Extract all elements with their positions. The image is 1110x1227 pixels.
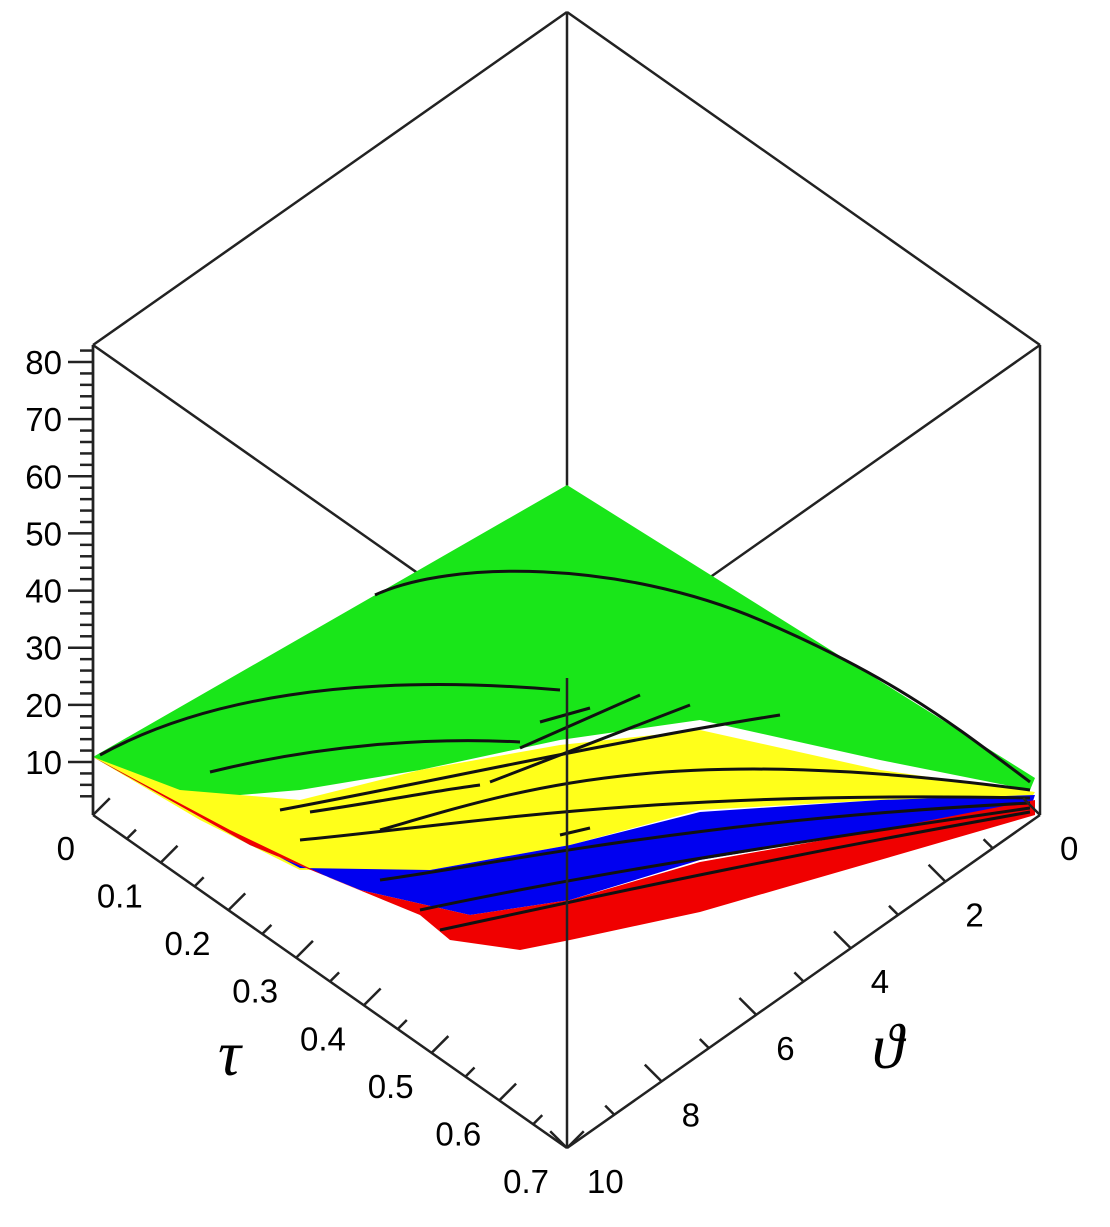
mesh-line	[539, 706, 591, 724]
theta-tick-label: 4	[871, 963, 889, 1000]
tau-minor-tick	[193, 876, 205, 888]
frame-edge	[566, 10, 1041, 347]
mesh-line	[419, 806, 1031, 912]
tau-minor-tick	[464, 1066, 476, 1078]
mesh-line	[279, 713, 781, 812]
theta-major-tick	[738, 997, 758, 1016]
mesh-line	[374, 569, 1031, 784]
surfaces	[93, 485, 1035, 950]
tau-tick-label: 0	[57, 830, 75, 867]
mesh-line	[559, 826, 591, 837]
theta-major-tick	[927, 863, 947, 883]
theta-tick-label: 10	[587, 1163, 624, 1200]
tau-major-tick	[362, 987, 382, 1007]
surface-yellow	[93, 730, 1035, 870]
tau-axis-label: τ	[218, 1018, 243, 1089]
theta-tick-label: 2	[965, 897, 983, 934]
mesh-line	[519, 693, 641, 750]
z-tick-label: 20	[25, 687, 62, 724]
tau-minor-tick	[329, 971, 340, 983]
theta-axis-label: ϑ	[872, 1011, 907, 1082]
tau-tick-label: 0.1	[97, 878, 143, 915]
theta-tick-label: 0	[1060, 830, 1078, 867]
z-tick-label: 10	[25, 744, 62, 781]
surface-blue	[93, 757, 1035, 915]
mesh-line	[379, 767, 1031, 832]
theta-major-tick	[833, 930, 852, 950]
tau-major-tick	[227, 892, 247, 912]
tau-major-tick	[295, 940, 314, 959]
mesh-line	[99, 683, 561, 757]
theta-major-tick	[643, 1063, 663, 1083]
tau-minor-tick	[261, 923, 273, 935]
mesh-line	[489, 703, 691, 784]
tau-tick-label: 0.2	[165, 925, 211, 962]
z-tick-label: 80	[25, 344, 62, 381]
theta-minor-tick	[604, 1104, 616, 1116]
z-axis-ticks: 10 20 30 40 50 60 70 80	[25, 344, 93, 798]
mesh-line	[209, 739, 521, 774]
theta-minor-tick	[793, 971, 805, 983]
z-tick-label: 30	[25, 630, 62, 667]
z-tick-label: 40	[25, 573, 62, 610]
tau-tick-label: 0.4	[300, 1020, 346, 1057]
tau-tick-label: 0.5	[368, 1068, 414, 1105]
mesh-line	[379, 801, 1031, 882]
tau-axis-ticks: 0 0.1 0.2 0.3 0.4 0.5 0.6 0.7	[57, 797, 585, 1200]
tau-minor-tick	[396, 1019, 408, 1030]
mesh-line	[309, 783, 481, 814]
surface-green	[93, 485, 1035, 800]
theta-tick-label: 8	[682, 1096, 700, 1133]
theta-minor-tick	[982, 838, 994, 850]
theta-major-tick	[549, 1130, 568, 1149]
tau-tick-label: 0.6	[435, 1115, 481, 1152]
frame-edge	[92, 10, 568, 347]
theta-axis-ticks: 0 2 4 6 8 10	[549, 797, 1078, 1200]
theta-minor-tick	[698, 1038, 710, 1049]
tau-major-tick	[498, 1082, 517, 1102]
z-tick-label: 50	[25, 515, 62, 552]
z-tick-label: 60	[25, 458, 62, 495]
tau-tick-label: 0.7	[503, 1163, 549, 1200]
tau-minor-tick	[532, 1114, 544, 1126]
mesh-line	[439, 810, 1031, 932]
theta-minor-tick	[888, 904, 899, 916]
mesh-lines	[99, 569, 1031, 932]
tau-minor-tick	[125, 828, 137, 840]
z-tick-label: 70	[25, 401, 62, 438]
tau-major-tick	[92, 797, 111, 816]
surface-red	[93, 757, 1035, 950]
tau-major-tick	[159, 844, 179, 864]
mesh-line	[299, 795, 1031, 842]
tau-tick-label: 0.3	[232, 973, 278, 1010]
theta-tick-label: 6	[776, 1030, 794, 1067]
tau-major-tick	[430, 1035, 450, 1054]
theta-major-tick	[1022, 797, 1041, 816]
